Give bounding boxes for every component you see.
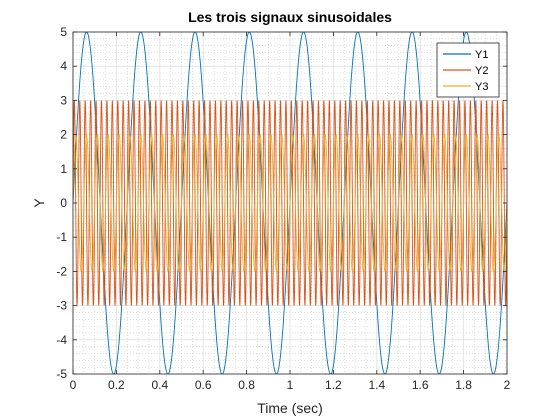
x-axis-label: Time (sec) xyxy=(257,400,323,416)
x-tick-label: 0.2 xyxy=(108,378,125,392)
chart-title: Les trois signaux sinusoidales xyxy=(188,9,392,25)
tick-marks xyxy=(72,31,508,375)
legend-label-y3: Y3 xyxy=(475,81,488,93)
series-layer xyxy=(73,32,507,374)
y-tick-labels: 5 4 3 2 1 0 -1 -2 -3 -4 -5 xyxy=(56,25,67,381)
x-tick-label: 1.4 xyxy=(368,378,385,392)
x-tick-label: 1 xyxy=(287,378,294,392)
x-tick-labels: 0 0.2 0.4 0.6 0.8 1 1.2 1.4 1.6 1.8 2 xyxy=(70,378,511,392)
y-tick-label: 4 xyxy=(60,59,67,73)
y-tick-label: 0 xyxy=(60,196,67,210)
y-tick-label: -5 xyxy=(56,367,67,381)
y-tick-label: -4 xyxy=(56,333,67,347)
x-tick-label: 2 xyxy=(504,378,511,392)
legend: Y1 Y2 Y3 xyxy=(436,42,500,98)
x-tick-label: 1.8 xyxy=(455,378,472,392)
y-tick-label: -3 xyxy=(56,299,67,313)
y-tick-label: 1 xyxy=(60,162,67,176)
y-tick-label: 3 xyxy=(60,93,67,107)
y-tick-label: 5 xyxy=(60,25,67,39)
legend-label-y2: Y2 xyxy=(475,65,488,77)
series-line-y3 xyxy=(73,133,507,273)
y-tick-label: -2 xyxy=(56,264,67,278)
y-axis-label: Y xyxy=(31,198,47,208)
y-tick-label: 2 xyxy=(60,128,67,142)
x-tick-label: 1.2 xyxy=(325,378,342,392)
x-tick-label: 1.6 xyxy=(412,378,429,392)
legend-label-y1: Y1 xyxy=(475,49,488,61)
x-tick-label: 0.6 xyxy=(195,378,212,392)
x-tick-label: 0.4 xyxy=(151,378,168,392)
y-tick-label: -1 xyxy=(56,230,67,244)
x-tick-label: 0.8 xyxy=(238,378,255,392)
x-tick-label: 0 xyxy=(70,378,77,392)
